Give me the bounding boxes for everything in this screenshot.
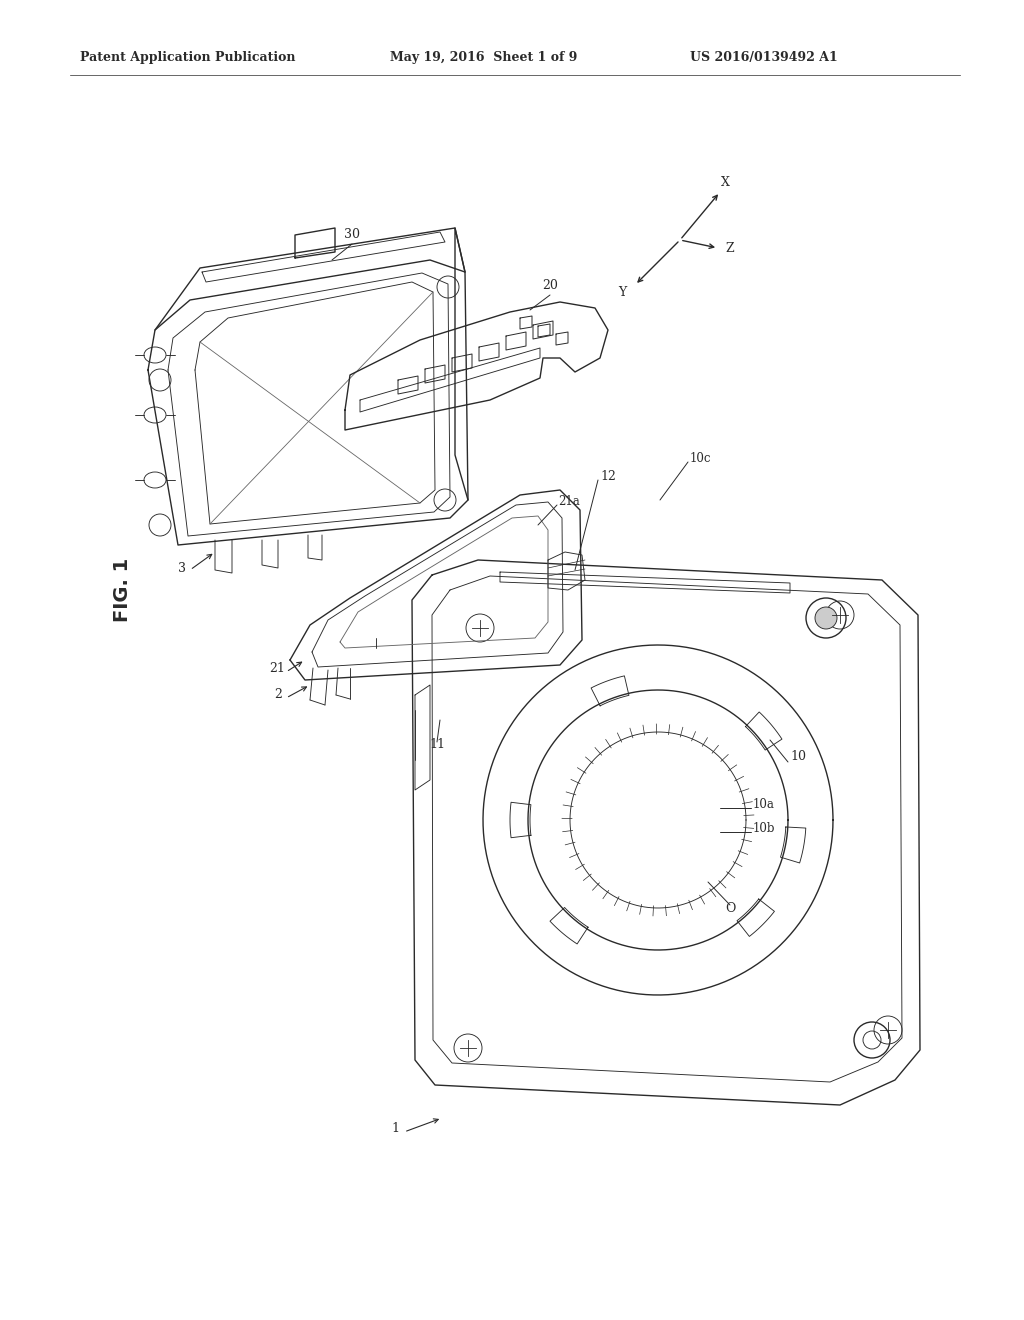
Text: Patent Application Publication: Patent Application Publication: [80, 51, 296, 65]
Text: US 2016/0139492 A1: US 2016/0139492 A1: [690, 51, 838, 65]
Text: Z: Z: [726, 242, 734, 255]
Text: 10c: 10c: [690, 451, 712, 465]
Text: 21: 21: [269, 663, 285, 675]
Text: 11: 11: [429, 738, 445, 751]
Text: 30: 30: [344, 228, 360, 242]
Text: O: O: [725, 902, 735, 915]
Text: FIG. 1: FIG. 1: [113, 558, 131, 622]
Circle shape: [815, 607, 837, 630]
Text: 20: 20: [542, 279, 558, 292]
Text: 1: 1: [391, 1122, 399, 1135]
Text: 10a: 10a: [753, 799, 775, 810]
Text: 10b: 10b: [753, 822, 775, 836]
Text: 2: 2: [274, 688, 282, 701]
Text: X: X: [721, 177, 729, 190]
Text: 21a: 21a: [558, 495, 580, 508]
Text: 10: 10: [790, 750, 806, 763]
Text: May 19, 2016  Sheet 1 of 9: May 19, 2016 Sheet 1 of 9: [390, 51, 578, 65]
Text: Y: Y: [617, 285, 626, 298]
Text: 12: 12: [600, 470, 615, 483]
Text: 3: 3: [178, 562, 186, 576]
